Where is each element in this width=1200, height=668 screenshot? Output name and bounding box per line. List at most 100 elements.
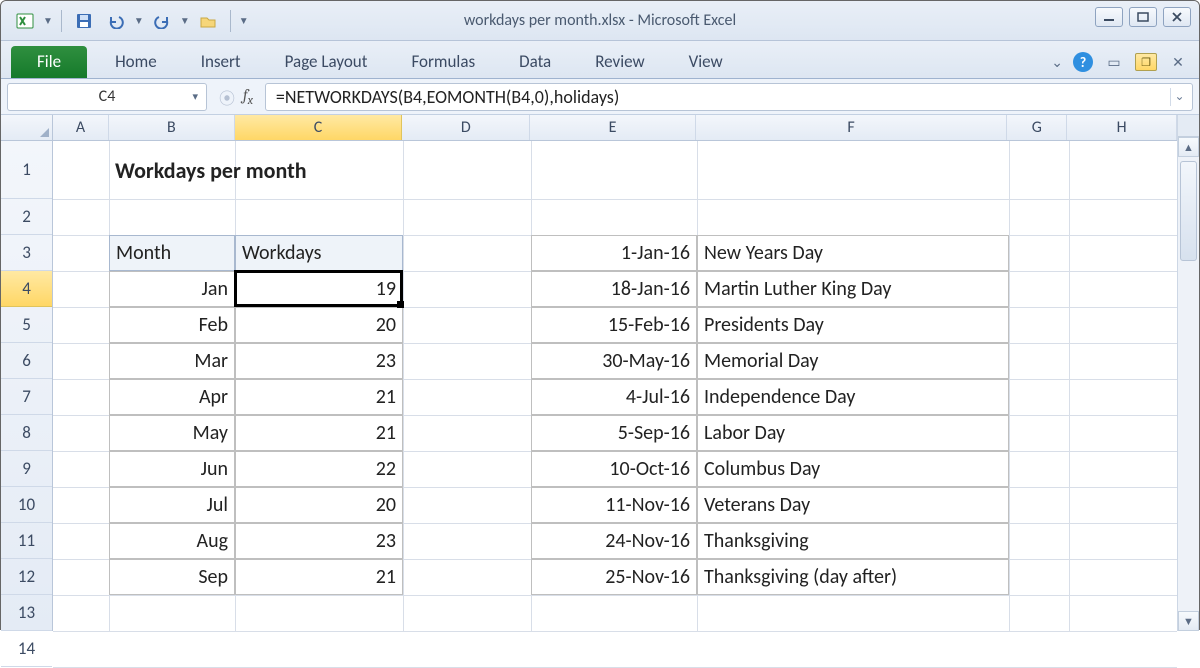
holiday-date[interactable]: 11-Nov-16 — [531, 487, 697, 523]
tab-formulas[interactable]: Formulas — [389, 46, 497, 78]
table-row[interactable]: Mar — [109, 343, 235, 379]
holiday-date[interactable]: 1-Jan-16 — [531, 235, 697, 271]
table-row[interactable]: Feb — [109, 307, 235, 343]
row-headers[interactable]: 1234567891011121314 — [1, 141, 53, 631]
holiday-name[interactable]: Veterans Day — [697, 487, 1009, 523]
table-row[interactable]: 19 — [235, 271, 403, 307]
column-header-C[interactable]: C — [235, 115, 403, 140]
row-header-6[interactable]: 6 — [1, 343, 52, 379]
tab-insert[interactable]: Insert — [179, 46, 263, 78]
formula-expand-icon[interactable]: ⌄ — [1170, 88, 1188, 106]
holiday-name[interactable]: Labor Day — [697, 415, 1009, 451]
split-handle[interactable] — [1178, 115, 1199, 137]
row-header-5[interactable]: 5 — [1, 307, 52, 343]
scroll-up-button[interactable]: ▲ — [1178, 137, 1199, 157]
holiday-date[interactable]: 18-Jan-16 — [531, 271, 697, 307]
column-headers[interactable]: ABCDEFGH — [53, 115, 1177, 141]
holiday-date[interactable]: 24-Nov-16 — [531, 523, 697, 559]
row-header-10[interactable]: 10 — [1, 487, 52, 523]
table-row[interactable]: Jun — [109, 451, 235, 487]
tab-view[interactable]: View — [667, 46, 745, 78]
column-header-F[interactable]: F — [696, 115, 1007, 140]
column-header-G[interactable]: G — [1007, 115, 1067, 140]
row-header-14[interactable]: 14 — [1, 631, 52, 667]
name-box[interactable]: C4 — [7, 83, 207, 111]
holiday-date[interactable]: 15-Feb-16 — [531, 307, 697, 343]
column-header-H[interactable]: H — [1067, 115, 1177, 140]
holiday-name[interactable]: Thanksgiving (day after) — [697, 559, 1009, 595]
redo-dropdown-icon[interactable]: ▼ — [180, 14, 190, 27]
tab-pagelayout[interactable]: Page Layout — [263, 46, 390, 78]
row-header-2[interactable]: 2 — [1, 199, 52, 235]
table-row[interactable]: 22 — [235, 451, 403, 487]
tab-home[interactable]: Home — [93, 46, 179, 78]
holiday-date[interactable]: 10-Oct-16 — [531, 451, 697, 487]
column-header-D[interactable]: D — [402, 115, 530, 140]
table-row[interactable]: Sep — [109, 559, 235, 595]
select-all-corner[interactable] — [1, 115, 53, 141]
scroll-thumb[interactable] — [1180, 161, 1197, 261]
table-row[interactable]: 20 — [235, 487, 403, 523]
table-header-month[interactable]: Month — [109, 235, 235, 271]
excel-app-icon[interactable] — [11, 8, 39, 34]
cell-area[interactable]: Workdays per monthMonthWorkdaysJan19Feb2… — [53, 141, 1177, 631]
mdi-restore-button[interactable]: ❐ — [1135, 53, 1157, 71]
undo-button[interactable] — [102, 8, 130, 34]
redo-button[interactable] — [148, 8, 176, 34]
scroll-down-button[interactable]: ▼ — [1178, 611, 1199, 631]
open-button[interactable] — [194, 8, 222, 34]
save-button[interactable] — [70, 8, 98, 34]
column-header-B[interactable]: B — [109, 115, 235, 140]
row-header-4[interactable]: 4 — [1, 271, 52, 307]
ribbon-expand-icon[interactable]: ⌄ — [1051, 54, 1063, 71]
row-header-7[interactable]: 7 — [1, 379, 52, 415]
table-row[interactable]: 23 — [235, 343, 403, 379]
row-header-11[interactable]: 11 — [1, 523, 52, 559]
column-header-E[interactable]: E — [530, 115, 696, 140]
table-row[interactable]: 21 — [235, 559, 403, 595]
close-button[interactable] — [1163, 7, 1191, 27]
spreadsheet-grid[interactable]: ABCDEFGH 1234567891011121314 Workdays pe… — [1, 115, 1199, 631]
holiday-date[interactable]: 5-Sep-16 — [531, 415, 697, 451]
mdi-minimize-button[interactable]: ▭ — [1103, 53, 1125, 71]
table-row[interactable]: Jul — [109, 487, 235, 523]
help-button[interactable]: ? — [1073, 52, 1093, 72]
holiday-name[interactable]: Martin Luther King Day — [697, 271, 1009, 307]
row-header-1[interactable]: 1 — [1, 141, 52, 199]
table-row[interactable]: Aug — [109, 523, 235, 559]
table-row[interactable]: May — [109, 415, 235, 451]
table-row[interactable]: Apr — [109, 379, 235, 415]
holiday-name[interactable]: New Years Day — [697, 235, 1009, 271]
holiday-name[interactable]: Independence Day — [697, 379, 1009, 415]
holiday-date[interactable]: 30-May-16 — [531, 343, 697, 379]
holiday-date[interactable]: 4-Jul-16 — [531, 379, 697, 415]
tab-review[interactable]: Review — [573, 46, 666, 78]
minimize-button[interactable] — [1095, 7, 1123, 27]
table-row[interactable]: 23 — [235, 523, 403, 559]
sheet-title[interactable]: Workdays per month — [109, 141, 531, 199]
maximize-button[interactable] — [1129, 7, 1157, 27]
table-row[interactable]: 21 — [235, 379, 403, 415]
row-header-9[interactable]: 9 — [1, 451, 52, 487]
column-header-A[interactable]: A — [53, 115, 109, 140]
row-header-8[interactable]: 8 — [1, 415, 52, 451]
fx-dropdown-icon[interactable]: ⦿ — [219, 85, 235, 109]
undo-dropdown-icon[interactable]: ▼ — [134, 14, 144, 27]
row-header-3[interactable]: 3 — [1, 235, 52, 271]
table-row[interactable]: Jan — [109, 271, 235, 307]
holiday-name[interactable]: Columbus Day — [697, 451, 1009, 487]
holiday-name[interactable]: Memorial Day — [697, 343, 1009, 379]
mdi-close-button[interactable]: ✕ — [1167, 53, 1189, 71]
holiday-date[interactable]: 25-Nov-16 — [531, 559, 697, 595]
table-row[interactable]: 21 — [235, 415, 403, 451]
vertical-scrollbar[interactable]: ▲ ▼ — [1177, 115, 1199, 631]
table-row[interactable]: 20 — [235, 307, 403, 343]
row-header-13[interactable]: 13 — [1, 595, 52, 631]
qat-app-dropdown-icon[interactable]: ▼ — [43, 14, 53, 27]
formula-input[interactable]: =NETWORKDAYS(B4,EOMONTH(B4,0),holidays) … — [265, 83, 1193, 111]
table-header-workdays[interactable]: Workdays — [235, 235, 403, 271]
fx-label-icon[interactable]: fx — [243, 86, 253, 107]
tab-file[interactable]: File — [11, 46, 87, 78]
holiday-name[interactable]: Thanksgiving — [697, 523, 1009, 559]
qat-customize-dropdown-icon[interactable]: ▼ — [239, 14, 249, 27]
